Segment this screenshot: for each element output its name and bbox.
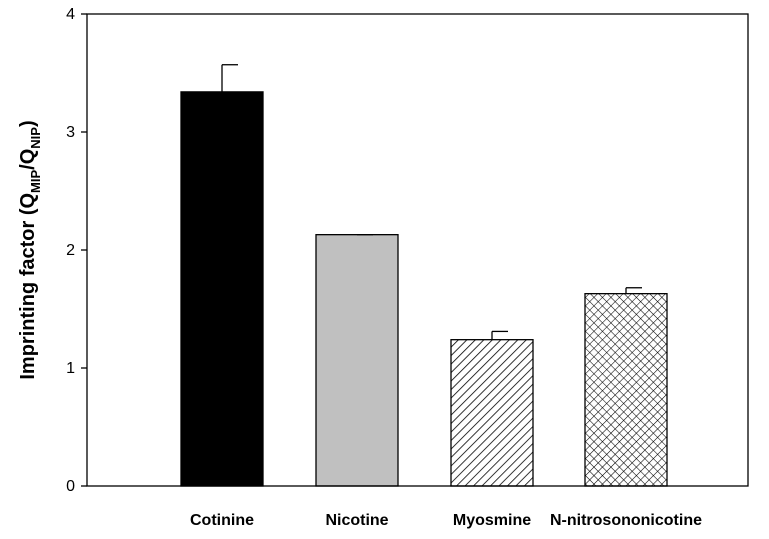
x-tick-label-myosmine: Myosmine xyxy=(453,512,531,529)
y-axis-title-main: Imprinting factor (Q xyxy=(17,193,39,380)
y-tick-label-4: 4 xyxy=(66,6,75,23)
y-tick-label-1: 1 xyxy=(66,360,75,377)
y-axis-title-sub-mip: MIP xyxy=(28,170,43,193)
error-bar-myosmine xyxy=(491,330,508,340)
y-tick-label-3: 3 xyxy=(66,124,75,141)
error-bar-n-nitrosononicotine xyxy=(625,287,642,294)
bar-myosmine xyxy=(450,339,534,487)
bar-cotinine xyxy=(180,91,264,487)
bar-n-nitrosononicotine xyxy=(584,293,668,487)
error-bar-cotinine xyxy=(221,64,238,92)
y-tick-label-0: 0 xyxy=(66,478,75,495)
y-axis-title-end: ) xyxy=(17,120,39,127)
y-axis-title: Imprinting factor (QMIP/QNIP) xyxy=(17,120,43,379)
x-tick-label-n-nitrosononicotine: N-nitrosononicotine xyxy=(550,512,702,529)
y-axis-title-sub-nip: NIP xyxy=(28,127,43,149)
x-tick-label-nicotine: Nicotine xyxy=(325,512,388,529)
y-tick-label-2: 2 xyxy=(66,242,75,259)
bar-nicotine xyxy=(315,234,399,487)
x-tick-label-cotinine: Cotinine xyxy=(190,512,254,529)
y-axis-title-mid: /Q xyxy=(17,149,39,170)
